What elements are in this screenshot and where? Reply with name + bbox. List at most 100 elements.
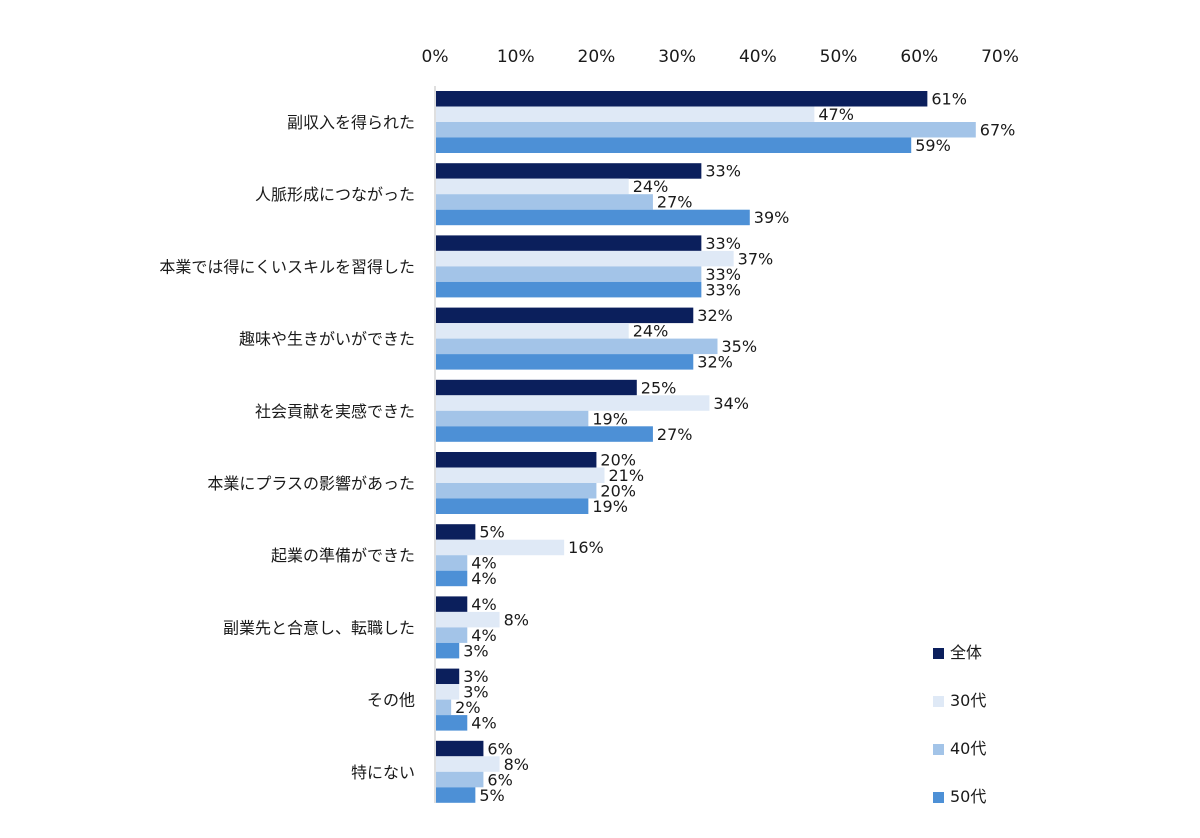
data-label: 33% — [705, 265, 741, 284]
bar — [436, 539, 565, 556]
data-label: 8% — [504, 755, 529, 774]
category-label: 本業にプラスの影響があった — [207, 474, 415, 493]
bar — [436, 106, 815, 122]
data-label: 59% — [915, 136, 951, 155]
category-label: 本業では得にくいスキルを習得した — [159, 257, 415, 276]
data-label: 32% — [697, 306, 733, 325]
data-label: 61% — [931, 90, 967, 109]
category-label: 副収入を得られた — [287, 113, 415, 132]
bar — [436, 611, 500, 628]
data-label: 19% — [592, 497, 628, 516]
bar — [436, 524, 476, 540]
bar — [436, 410, 589, 427]
legend-swatch — [933, 792, 944, 803]
bar — [436, 787, 476, 803]
bars — [436, 91, 976, 803]
bar — [436, 194, 653, 210]
bar — [436, 307, 694, 324]
x-tick-label: 30% — [658, 47, 696, 67]
bar — [436, 178, 629, 195]
data-label: 39% — [754, 208, 790, 227]
bar — [436, 596, 468, 612]
bar — [436, 250, 734, 267]
data-label: 33% — [705, 234, 741, 253]
data-label: 27% — [657, 425, 693, 444]
legend-swatch — [933, 696, 944, 707]
bar — [436, 467, 605, 483]
data-label: 37% — [738, 249, 774, 268]
bar — [436, 627, 468, 643]
bar — [436, 266, 702, 282]
bar — [436, 354, 694, 370]
x-axis-ticks: 0% 10% 20% 30% 40% 50% 60% 70% — [422, 47, 1019, 67]
data-label: 34% — [713, 394, 749, 413]
bar — [436, 338, 718, 355]
x-tick-label: 60% — [900, 47, 938, 67]
bar — [436, 163, 702, 179]
category-label: 社会貢献を実感できた — [255, 402, 415, 421]
data-label: 4% — [471, 595, 496, 614]
legend-swatch — [933, 744, 944, 755]
category-label: 人脈形成につながった — [255, 185, 415, 204]
data-label: 25% — [641, 378, 677, 397]
category-label: 特にない — [351, 763, 415, 782]
data-label: 4% — [471, 714, 496, 733]
bar — [436, 122, 976, 138]
bar — [436, 452, 597, 468]
legend-swatch — [933, 648, 944, 659]
bar — [436, 323, 629, 339]
legend-label: 50代 — [950, 787, 986, 806]
bar — [436, 281, 702, 298]
legend-label: 40代 — [950, 739, 986, 758]
data-label: 4% — [471, 569, 496, 588]
bar — [436, 379, 637, 396]
bar — [436, 699, 452, 716]
data-label: 5% — [479, 523, 504, 542]
data-label: 4% — [471, 554, 496, 573]
bar — [436, 715, 468, 731]
data-labels: 61%47%67%59%33%24%27%39%33%37%33%33%32%2… — [455, 90, 1015, 805]
bar — [436, 395, 710, 411]
data-label: 5% — [479, 786, 504, 805]
x-tick-label: 20% — [578, 47, 616, 67]
x-tick-label: 10% — [497, 47, 535, 67]
bar — [436, 756, 500, 772]
x-tick-label: 70% — [981, 47, 1019, 67]
data-label: 3% — [463, 641, 488, 660]
data-label: 24% — [633, 177, 669, 196]
bar — [436, 771, 484, 788]
data-label: 47% — [818, 105, 854, 124]
x-tick-label: 50% — [820, 47, 858, 67]
data-label: 8% — [504, 610, 529, 629]
x-tick-label: 0% — [422, 47, 449, 67]
bar — [436, 555, 468, 571]
legend-label: 30代 — [950, 691, 986, 710]
data-label: 33% — [705, 162, 741, 181]
data-label: 24% — [633, 322, 669, 341]
bar — [436, 668, 460, 685]
data-label: 27% — [657, 193, 693, 212]
data-label: 2% — [455, 698, 480, 717]
data-label: 6% — [487, 770, 512, 789]
data-label: 4% — [471, 626, 496, 645]
bar — [436, 91, 928, 107]
category-label: 副業先と合意し、転職した — [223, 618, 415, 637]
data-label: 20% — [600, 482, 636, 501]
data-label: 32% — [697, 353, 733, 372]
data-label: 19% — [592, 409, 628, 428]
bar — [436, 570, 468, 587]
x-tick-label: 40% — [739, 47, 777, 67]
data-label: 21% — [609, 466, 645, 485]
bar — [436, 137, 912, 153]
category-labels: 副収入を得られた人脈形成につながった本業では得にくいスキルを習得した趣味や生きが… — [159, 113, 415, 782]
bar — [436, 235, 702, 251]
data-label: 20% — [600, 451, 636, 470]
category-label: その他 — [367, 691, 415, 710]
bar — [436, 209, 750, 226]
data-label: 67% — [980, 121, 1016, 140]
data-label: 6% — [487, 739, 512, 758]
data-label: 33% — [705, 280, 741, 299]
data-label: 35% — [722, 337, 758, 356]
bar — [436, 426, 653, 442]
